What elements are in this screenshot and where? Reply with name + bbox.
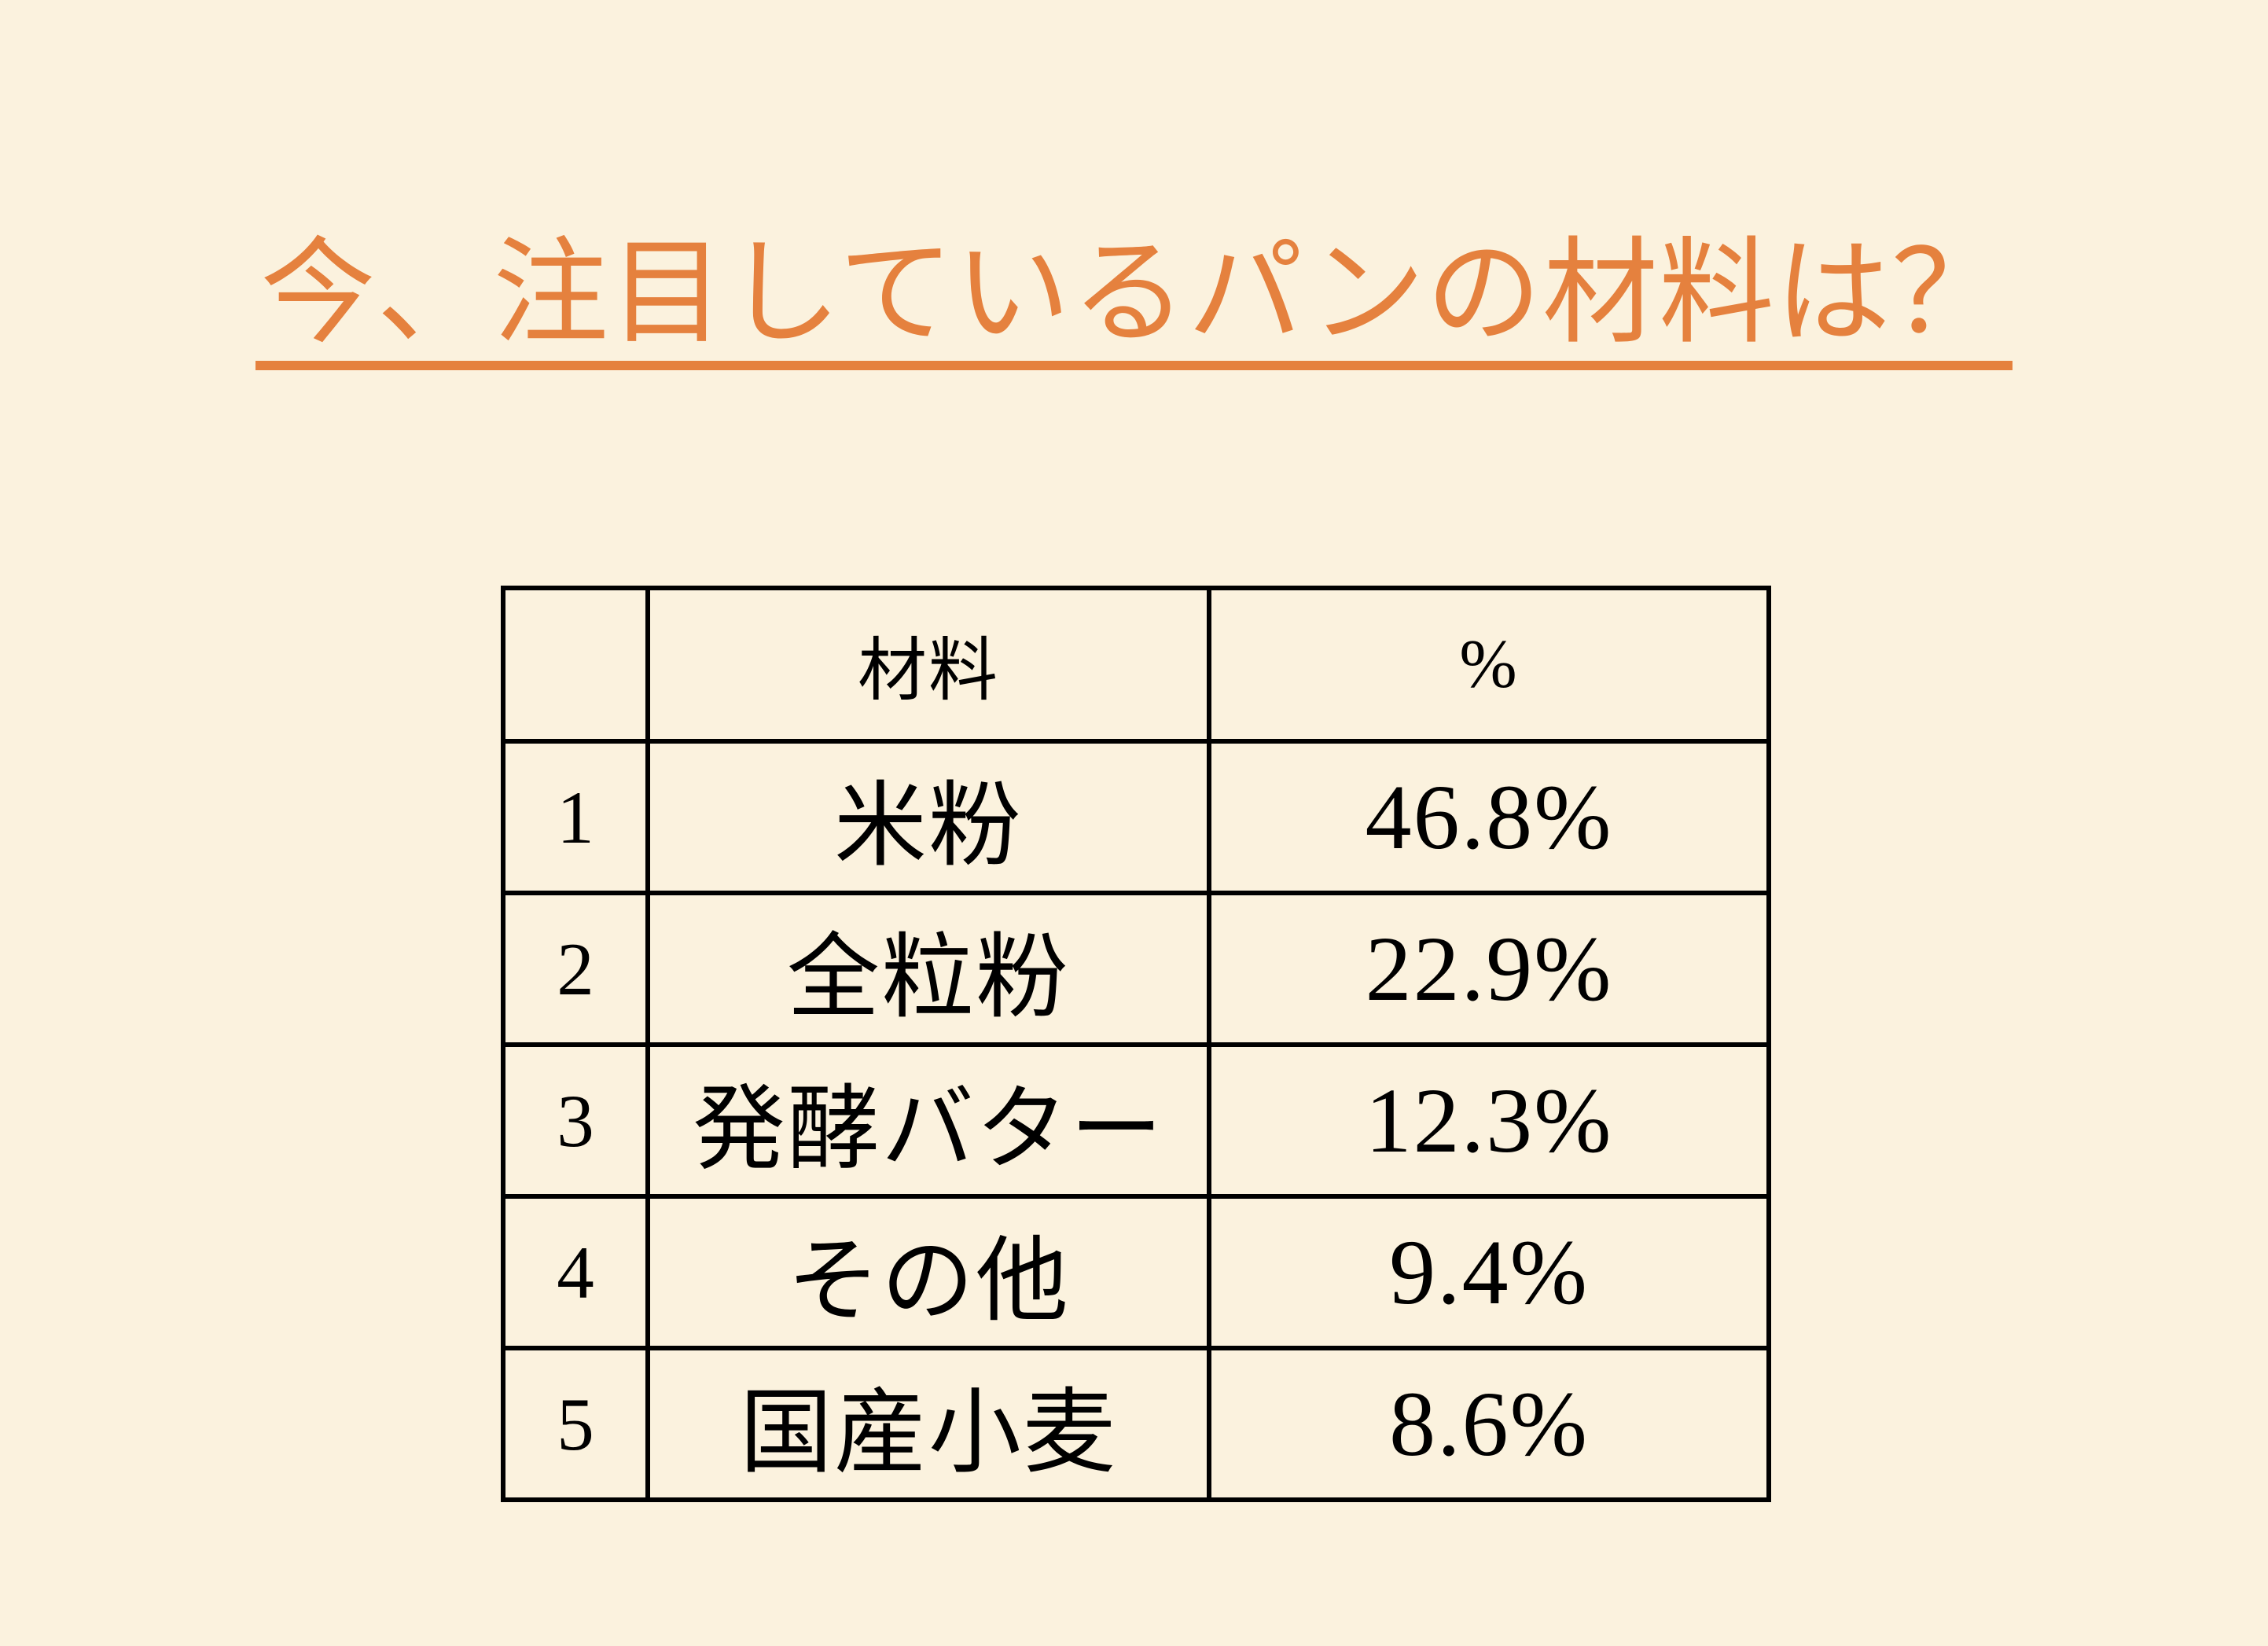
header-rank — [501, 586, 650, 744]
table-row: 2 全粒粉 22.9% — [501, 891, 1771, 1047]
rank-cell: 1 — [501, 739, 650, 895]
ingredient-cell: その他 — [645, 1194, 1211, 1350]
header-percent: % — [1207, 586, 1771, 744]
percent-cell: 22.9% — [1207, 891, 1771, 1047]
table-row: 3 発酵バター 12.3% — [501, 1042, 1771, 1199]
table-row: 4 その他 9.4% — [501, 1194, 1771, 1350]
table-row: 1 米粉 46.8% — [501, 739, 1771, 895]
rank-cell: 4 — [501, 1194, 650, 1350]
ingredient-cell: 米粉 — [645, 739, 1211, 895]
percent-cell: 46.8% — [1207, 739, 1771, 895]
rank-cell: 2 — [501, 891, 650, 1047]
header-ingredient: 材料 — [645, 586, 1211, 744]
slide-title-row: 今、注目しているパンの材料は？ — [0, 230, 2268, 370]
table-header-row: 材料 % — [501, 586, 1771, 744]
slide-title: 今、注目しているパンの材料は？ — [255, 230, 2013, 370]
rank-cell: 3 — [501, 1042, 650, 1199]
table-row: 5 国産小麦 8.6% — [501, 1346, 1771, 1502]
percent-cell: 8.6% — [1207, 1346, 1771, 1502]
ingredient-cell: 国産小麦 — [645, 1346, 1211, 1502]
ingredient-cell: 発酵バター — [645, 1042, 1211, 1199]
percent-cell: 12.3% — [1207, 1042, 1771, 1199]
ingredient-cell: 全粒粉 — [645, 891, 1211, 1047]
percent-cell: 9.4% — [1207, 1194, 1771, 1350]
ingredients-table: 材料 % 1 米粉 46.8% 2 全粒粉 22.9% 3 発酵バター 12.3… — [501, 586, 1771, 1502]
rank-cell: 5 — [501, 1346, 650, 1502]
